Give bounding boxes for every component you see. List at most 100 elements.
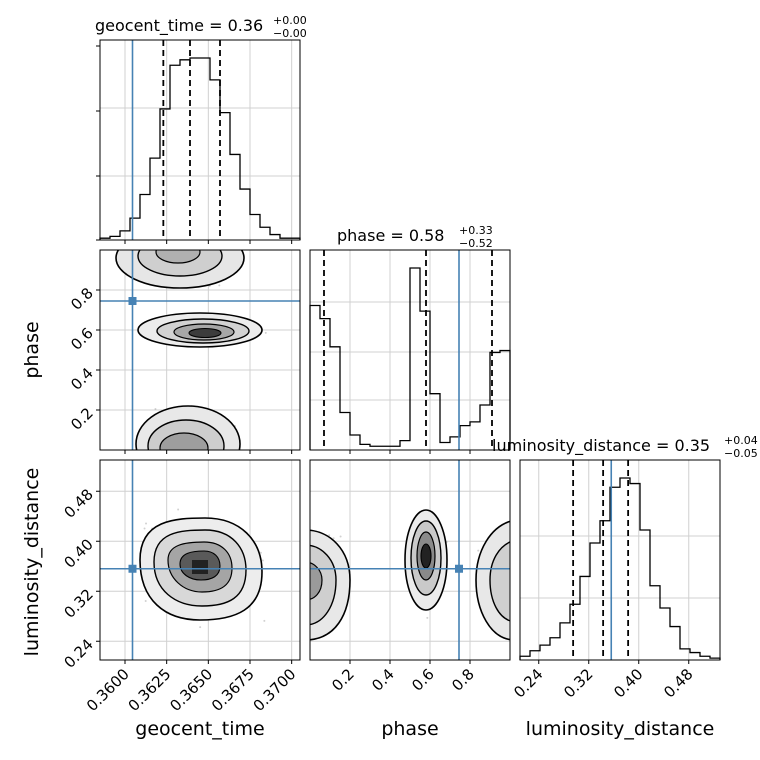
sample-point	[524, 575, 526, 577]
joint-phase-distance-frame	[309, 459, 511, 661]
hist-phase-frame	[309, 249, 511, 451]
title-phase: phase = 0.58	[337, 226, 444, 245]
sample-point	[186, 246, 188, 248]
hist-geocent-time-step	[99, 57, 301, 240]
sample-point	[147, 455, 149, 457]
sample-point	[512, 604, 514, 606]
sample-point	[512, 541, 514, 543]
sample-point	[306, 559, 308, 561]
title-phase-lower: −0.52	[459, 237, 493, 250]
y-tick-label-phase: 0.6	[67, 324, 97, 354]
hist-phase-panel: phase = 0.58 +0.33 −0.52	[309, 224, 511, 451]
hist-luminosity-distance-panel: luminosity_distance = 0.35 +0.04 −0.05	[492, 434, 758, 661]
sample-point	[513, 596, 515, 598]
x-axis-label-phase: phase	[381, 718, 438, 740]
sample-point	[193, 451, 195, 453]
sample-point	[512, 553, 514, 555]
x-tick-label-luminosity_distance: 0.32	[560, 665, 596, 701]
sample-point	[175, 457, 177, 459]
sample-point	[305, 571, 307, 573]
y-axis-label-phase: phase	[21, 321, 43, 378]
sample-point	[514, 585, 516, 587]
hist-luminosity-distance-step	[519, 477, 721, 660]
sample-point	[301, 600, 303, 602]
sample-point	[174, 245, 176, 247]
sample-point	[514, 532, 516, 534]
joint-phase-distance-density	[301, 460, 530, 660]
sample-point	[523, 554, 525, 556]
sample-point	[189, 452, 191, 454]
sample-point	[514, 602, 516, 604]
sample-point	[156, 232, 158, 234]
sample-point	[125, 245, 127, 247]
joint-geocent-time-phase-frame	[99, 249, 301, 451]
title-luminosity-distance-lower: −0.05	[724, 447, 758, 460]
sample-point	[516, 580, 518, 582]
sample-point	[154, 408, 157, 411]
x-tick-label-phase: 0.2	[328, 665, 358, 695]
x-tick-label-geocent_time: 0.3600	[83, 665, 133, 715]
sample-point	[522, 609, 524, 611]
sample-point	[168, 462, 170, 464]
sample-point	[306, 583, 308, 585]
sample-point	[306, 573, 308, 575]
hist-phase-step	[309, 267, 511, 450]
sample-point	[169, 246, 171, 248]
sample-point	[184, 244, 186, 246]
hist-phase-quantiles	[323, 250, 493, 450]
sample-point	[520, 572, 522, 574]
sample-point	[339, 535, 342, 538]
sample-point	[178, 246, 180, 248]
sample-point	[304, 567, 306, 569]
sample-point	[520, 579, 522, 581]
sample-point	[143, 527, 146, 530]
sample-point	[179, 247, 181, 249]
x-tick-label-geocent_time: 0.3675	[208, 665, 258, 715]
joint-phase-distance-truth-marker	[455, 564, 463, 573]
sample-point	[145, 522, 148, 525]
sample-point	[168, 457, 170, 459]
sample-point	[186, 454, 188, 456]
sample-point	[264, 331, 267, 334]
sample-point	[304, 592, 306, 594]
sample-point	[513, 604, 515, 606]
sample-point	[190, 453, 192, 455]
sample-point	[202, 245, 204, 247]
hist-luminosity-distance-frame	[519, 459, 721, 661]
sample-point	[516, 590, 518, 592]
sample-point	[528, 578, 530, 580]
x-tick-label-phase: 0.4	[368, 665, 398, 695]
sample-point	[521, 569, 523, 571]
sample-point	[263, 619, 266, 622]
sample-point	[185, 453, 187, 455]
sample-point	[306, 609, 308, 611]
y-tick-label-phase: 0.2	[67, 404, 97, 434]
sample-point	[328, 534, 331, 537]
sample-point	[305, 605, 307, 607]
title-phase-upper: +0.33	[459, 224, 493, 237]
sample-point	[177, 237, 179, 239]
sample-point	[304, 544, 306, 546]
sample-point	[305, 610, 307, 612]
sample-point	[138, 242, 140, 244]
sample-point	[176, 452, 178, 454]
hist-luminosity-distance-grid	[520, 460, 720, 660]
sample-point	[182, 244, 184, 246]
x-tick-label-geocent_time: 0.3700	[250, 665, 300, 715]
sample-point	[518, 600, 520, 602]
x-tick-label-geocent_time: 0.3625	[125, 665, 175, 715]
sample-point	[510, 547, 512, 549]
sample-point	[216, 455, 218, 457]
sample-point	[513, 568, 515, 570]
sample-point	[193, 247, 195, 249]
sample-point	[168, 451, 170, 453]
sample-point	[511, 595, 513, 597]
sample-point	[512, 618, 514, 620]
sample-point	[169, 453, 171, 455]
hist-geocent-time-panel: geocent_time = 0.36 +0.00 −0.00	[95, 14, 307, 241]
y-tick-label-phase: 0.4	[67, 364, 97, 394]
sample-point	[477, 549, 480, 552]
sample-point	[211, 452, 213, 454]
